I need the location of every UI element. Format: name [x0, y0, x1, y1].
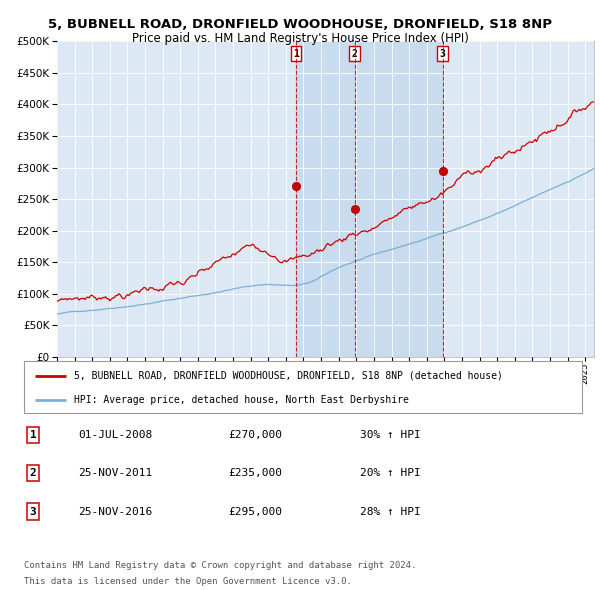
Text: 20% ↑ HPI: 20% ↑ HPI — [360, 468, 421, 478]
Text: 3: 3 — [440, 49, 446, 59]
Text: This data is licensed under the Open Government Licence v3.0.: This data is licensed under the Open Gov… — [24, 577, 352, 586]
Text: 28% ↑ HPI: 28% ↑ HPI — [360, 507, 421, 516]
Text: 2: 2 — [352, 49, 358, 59]
Bar — [296, 41, 443, 357]
Text: 25-NOV-2016: 25-NOV-2016 — [78, 507, 152, 516]
Text: 30% ↑ HPI: 30% ↑ HPI — [360, 430, 421, 440]
Text: 5, BUBNELL ROAD, DRONFIELD WOODHOUSE, DRONFIELD, S18 8NP: 5, BUBNELL ROAD, DRONFIELD WOODHOUSE, DR… — [48, 18, 552, 31]
Text: 1: 1 — [29, 430, 37, 440]
Text: £295,000: £295,000 — [228, 507, 282, 516]
Text: £235,000: £235,000 — [228, 468, 282, 478]
Text: £270,000: £270,000 — [228, 430, 282, 440]
Text: Contains HM Land Registry data © Crown copyright and database right 2024.: Contains HM Land Registry data © Crown c… — [24, 560, 416, 569]
Text: 01-JUL-2008: 01-JUL-2008 — [78, 430, 152, 440]
Text: 3: 3 — [29, 507, 37, 516]
Text: 2: 2 — [29, 468, 37, 478]
Text: Price paid vs. HM Land Registry's House Price Index (HPI): Price paid vs. HM Land Registry's House … — [131, 32, 469, 45]
Text: 1: 1 — [293, 49, 299, 59]
Text: 5, BUBNELL ROAD, DRONFIELD WOODHOUSE, DRONFIELD, S18 8NP (detached house): 5, BUBNELL ROAD, DRONFIELD WOODHOUSE, DR… — [74, 371, 503, 381]
Text: HPI: Average price, detached house, North East Derbyshire: HPI: Average price, detached house, Nort… — [74, 395, 409, 405]
Text: 25-NOV-2011: 25-NOV-2011 — [78, 468, 152, 478]
